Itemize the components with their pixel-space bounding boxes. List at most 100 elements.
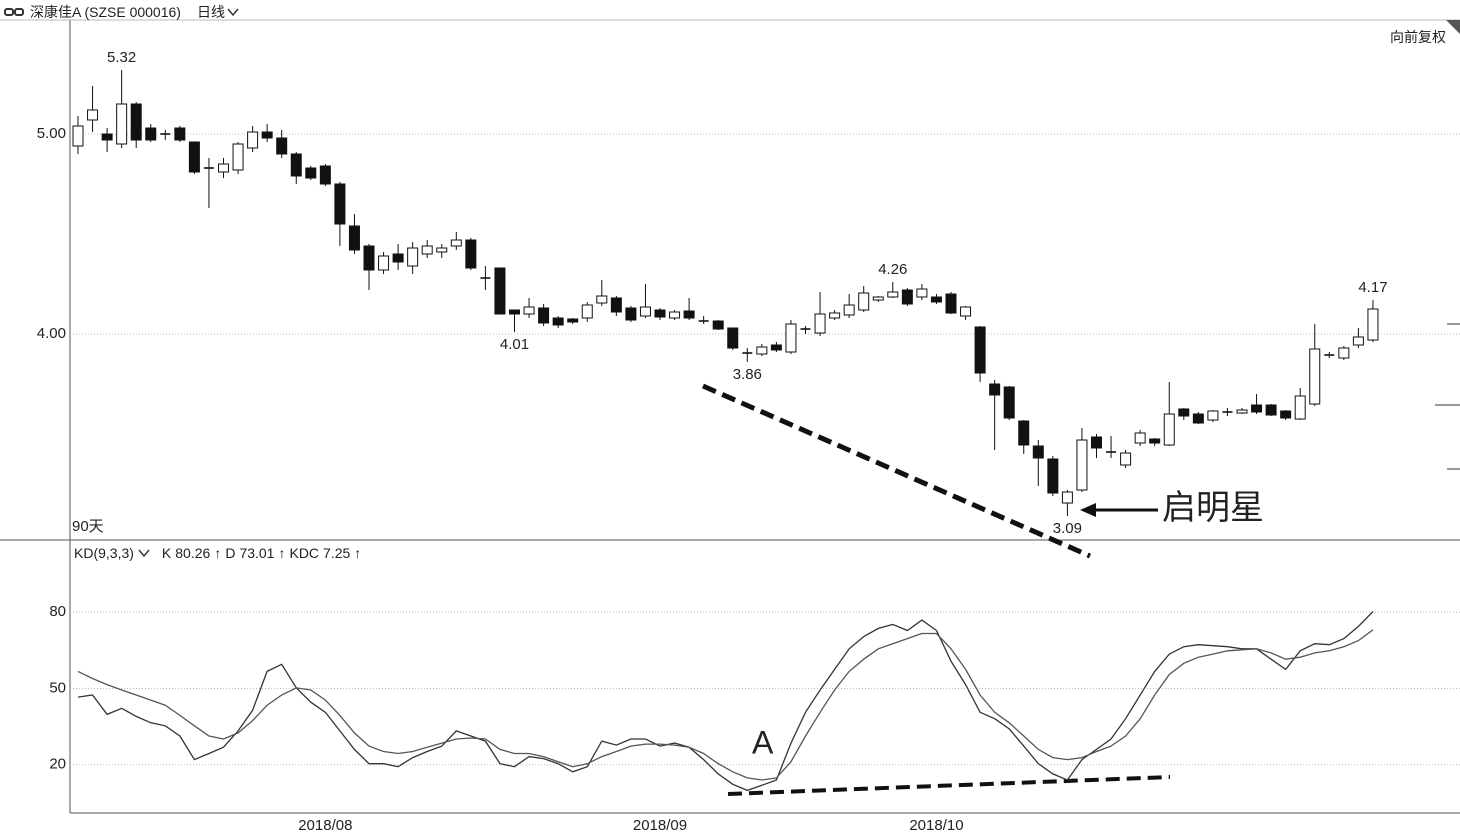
candle-body [683,310,695,319]
candle-body [101,133,113,141]
candle-body [945,293,957,314]
candle-body [1134,432,1146,444]
candle-body [247,131,259,149]
candle-body [1352,336,1364,346]
legend-value: 7.25 [323,545,351,561]
candle-body [1294,395,1306,420]
kd-line [77,629,1374,781]
candle-body [1178,408,1190,417]
candle-body [1120,452,1132,466]
candle-body [814,313,826,334]
candle-body [1047,458,1059,494]
candle-body [1091,436,1102,449]
price-label: 4.17 [1358,279,1387,296]
candle-body [363,245,375,271]
candle-body [1338,347,1350,359]
candle-body [174,127,186,141]
candle-body [1003,386,1015,419]
candle-body [509,309,520,315]
legend-value: 80.26 [175,545,211,561]
header: 深康佳A (SZSE 000016) 日线 [4,2,239,22]
annotation: 启明星 [1162,489,1264,527]
dropdown-icon[interactable] [227,7,239,17]
candle-body [872,296,884,301]
candle-body [960,306,972,317]
candle-body [1236,409,1248,414]
candle-body [727,327,739,349]
candle-body [1076,439,1088,491]
candle-body [989,383,1001,396]
candle-body [261,131,273,139]
candle-body [1149,438,1161,444]
candle-body [974,326,986,374]
legend-name: KDC [289,545,320,561]
x-tick-label: 2018/08 [298,817,352,834]
candle-body [450,239,462,247]
trend-line [727,775,1171,796]
candle-body [770,344,782,351]
candle-body [654,309,666,318]
trend-line [701,383,1092,559]
candle-body [930,296,942,303]
candle-body [407,247,419,267]
candle-body [465,239,477,269]
y-tick-label: 20 [49,756,66,773]
link-icon [4,8,24,16]
candle-body [552,317,564,326]
candle-body [639,306,651,317]
candle-body [712,320,724,330]
indicator-legend: KD(9,3,3) K 80.26 ↑ D 73.01 ↑ KDC 7.25 ↑ [74,545,365,561]
candle-body [1061,491,1073,504]
candle-body [1309,348,1321,405]
candle-body [538,307,550,324]
stock-title: 深康佳A (SZSE 000016) [30,4,181,20]
legend-trend: ↑ [278,545,286,561]
candle-body [829,312,841,319]
candle-body [785,323,797,353]
period-selector[interactable]: 日线 [196,4,225,20]
candle-body [901,289,913,305]
candle-body [669,311,681,319]
candle-body [116,103,128,145]
annotation: A [752,724,774,760]
candle-body [625,307,637,321]
adjust-mode[interactable]: 向前复权 [1390,29,1446,45]
candle-body [145,127,157,141]
candle-body [319,165,331,185]
price-label: 4.26 [878,261,907,278]
legend-trend: ↑ [354,545,362,561]
candle-body [756,346,768,355]
candle-body [232,143,244,171]
x-tick-label: 2018/09 [633,817,687,834]
candle-body [858,292,870,311]
legend-value: 73.01 [239,545,275,561]
candle-body [843,304,855,316]
candle-body [610,297,622,313]
candle-body [1265,404,1277,416]
kd-line [77,611,1374,792]
candle-body [1207,410,1219,421]
candle-body [1367,308,1379,341]
candle-body [1032,445,1044,459]
candle-body [421,245,433,255]
range-label: 90天 [72,518,104,535]
candle-body [392,253,404,263]
candle-body [494,267,506,315]
indicator-title[interactable]: KD(9,3,3) [74,545,134,561]
y-tick-label: 80 [49,603,66,620]
candle-body [523,306,535,315]
candle-body [1163,413,1175,446]
dropdown-icon[interactable] [138,548,152,558]
candle-body [916,288,928,298]
arrow-head [1080,503,1096,517]
candle-body [87,109,99,121]
y-tick-label: 4.00 [37,325,66,342]
candle-body [436,247,448,253]
corner-triangle [1446,20,1460,34]
candle-body [378,255,390,271]
price-label: 3.09 [1053,520,1082,537]
candle-body [581,304,593,319]
candle-body [887,291,899,298]
